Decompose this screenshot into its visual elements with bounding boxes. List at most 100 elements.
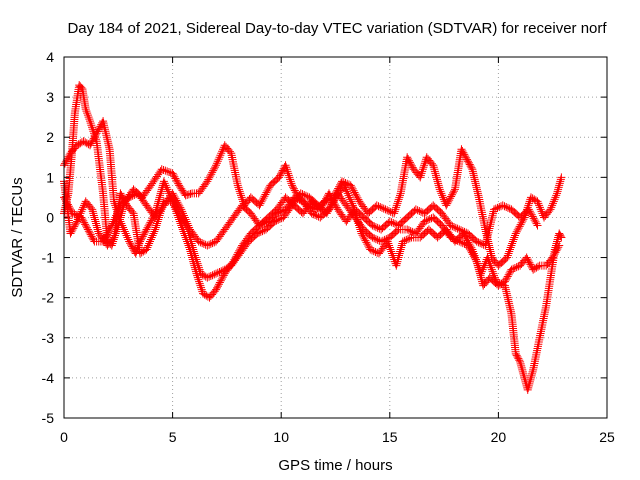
data-point-marker	[88, 234, 97, 243]
data-point-marker	[190, 249, 199, 258]
data-point-marker	[104, 226, 113, 235]
data-point-marker	[235, 187, 244, 196]
data-point-marker	[486, 220, 495, 229]
data-point-marker	[481, 239, 490, 248]
data-point-marker	[474, 238, 483, 247]
series-trace-1	[60, 81, 566, 270]
data-point-marker	[93, 127, 102, 136]
data-point-marker	[505, 247, 514, 256]
data-point-marker	[233, 181, 242, 190]
data-point-marker	[319, 200, 328, 209]
data-point-marker	[64, 202, 73, 211]
data-point-marker	[128, 207, 137, 216]
data-point-marker	[490, 205, 499, 214]
data-point-marker	[142, 225, 151, 234]
data-point-marker	[434, 179, 443, 188]
data-point-marker	[177, 205, 186, 214]
data-point-marker	[147, 233, 156, 242]
data-point-marker	[208, 168, 217, 177]
data-point-marker	[215, 278, 224, 287]
data-point-marker	[255, 228, 264, 237]
data-point-marker	[112, 209, 121, 218]
data-point-marker	[392, 201, 401, 210]
data-point-marker	[510, 263, 519, 272]
data-point-marker	[523, 385, 532, 394]
data-point-marker	[263, 186, 272, 195]
data-point-marker	[385, 217, 394, 226]
data-point-marker	[460, 150, 469, 159]
data-point-marker	[534, 262, 543, 271]
data-point-marker	[366, 220, 375, 229]
data-point-marker	[528, 369, 537, 378]
data-point-marker	[169, 191, 178, 200]
data-point-marker	[275, 171, 284, 180]
data-point-marker	[173, 177, 182, 186]
data-point-marker	[100, 235, 109, 244]
data-point-marker	[509, 235, 518, 244]
data-point-marker	[82, 107, 91, 116]
data-point-marker	[524, 205, 533, 214]
data-point-marker	[152, 221, 161, 230]
data-point-marker	[527, 371, 536, 380]
data-point-marker	[448, 222, 457, 231]
x-tick-label: 15	[382, 429, 398, 445]
data-point-marker	[535, 201, 544, 210]
data-point-marker	[353, 193, 362, 202]
data-point-marker	[529, 265, 538, 274]
data-point-marker	[523, 255, 532, 264]
data-point-marker	[375, 224, 384, 233]
data-point-marker	[184, 190, 193, 199]
data-point-marker	[321, 196, 330, 205]
data-point-marker	[513, 353, 522, 362]
data-point-marker	[374, 202, 383, 211]
data-point-marker	[417, 169, 426, 178]
data-point-marker	[390, 207, 399, 216]
data-point-marker	[161, 166, 170, 175]
data-point-marker	[112, 211, 121, 220]
data-point-marker	[389, 219, 398, 228]
data-point-marker	[85, 228, 94, 237]
data-point-marker	[155, 193, 164, 202]
data-point-marker	[218, 266, 227, 275]
data-point-marker	[258, 195, 267, 204]
data-point-marker	[530, 264, 539, 273]
data-point-marker	[307, 209, 316, 218]
data-point-marker	[203, 273, 212, 282]
data-point-marker	[73, 211, 82, 220]
data-point-marker	[198, 270, 207, 279]
data-point-marker	[330, 200, 339, 209]
data-point-marker	[196, 238, 205, 247]
data-point-marker	[260, 226, 269, 235]
data-point-marker	[532, 263, 541, 272]
data-point-marker	[404, 154, 413, 163]
data-point-marker	[323, 207, 332, 216]
data-point-marker	[435, 185, 444, 194]
data-point-marker	[329, 198, 338, 207]
data-point-marker	[458, 227, 467, 236]
data-point-marker	[383, 206, 392, 215]
data-point-marker	[437, 189, 446, 198]
data-point-marker	[260, 192, 269, 201]
data-point-marker	[119, 225, 128, 234]
data-point-marker	[427, 214, 436, 223]
data-point-marker	[392, 259, 401, 268]
data-point-marker	[197, 283, 206, 292]
data-point-marker	[525, 207, 534, 216]
data-point-marker	[464, 158, 473, 167]
data-point-marker	[172, 176, 181, 185]
data-point-marker	[298, 190, 307, 199]
data-point-marker	[532, 219, 541, 228]
data-point-marker	[550, 245, 559, 254]
data-point-marker	[519, 369, 528, 378]
data-point-marker	[74, 140, 83, 149]
data-point-marker	[355, 223, 364, 232]
data-point-marker	[187, 237, 196, 246]
data-point-marker	[359, 233, 368, 242]
data-point-marker	[204, 175, 213, 184]
data-point-marker	[144, 221, 153, 230]
data-point-marker	[416, 171, 425, 180]
data-point-marker	[61, 157, 70, 166]
data-point-marker	[466, 241, 475, 250]
data-point-marker	[157, 165, 166, 174]
data-point-marker	[462, 153, 471, 162]
